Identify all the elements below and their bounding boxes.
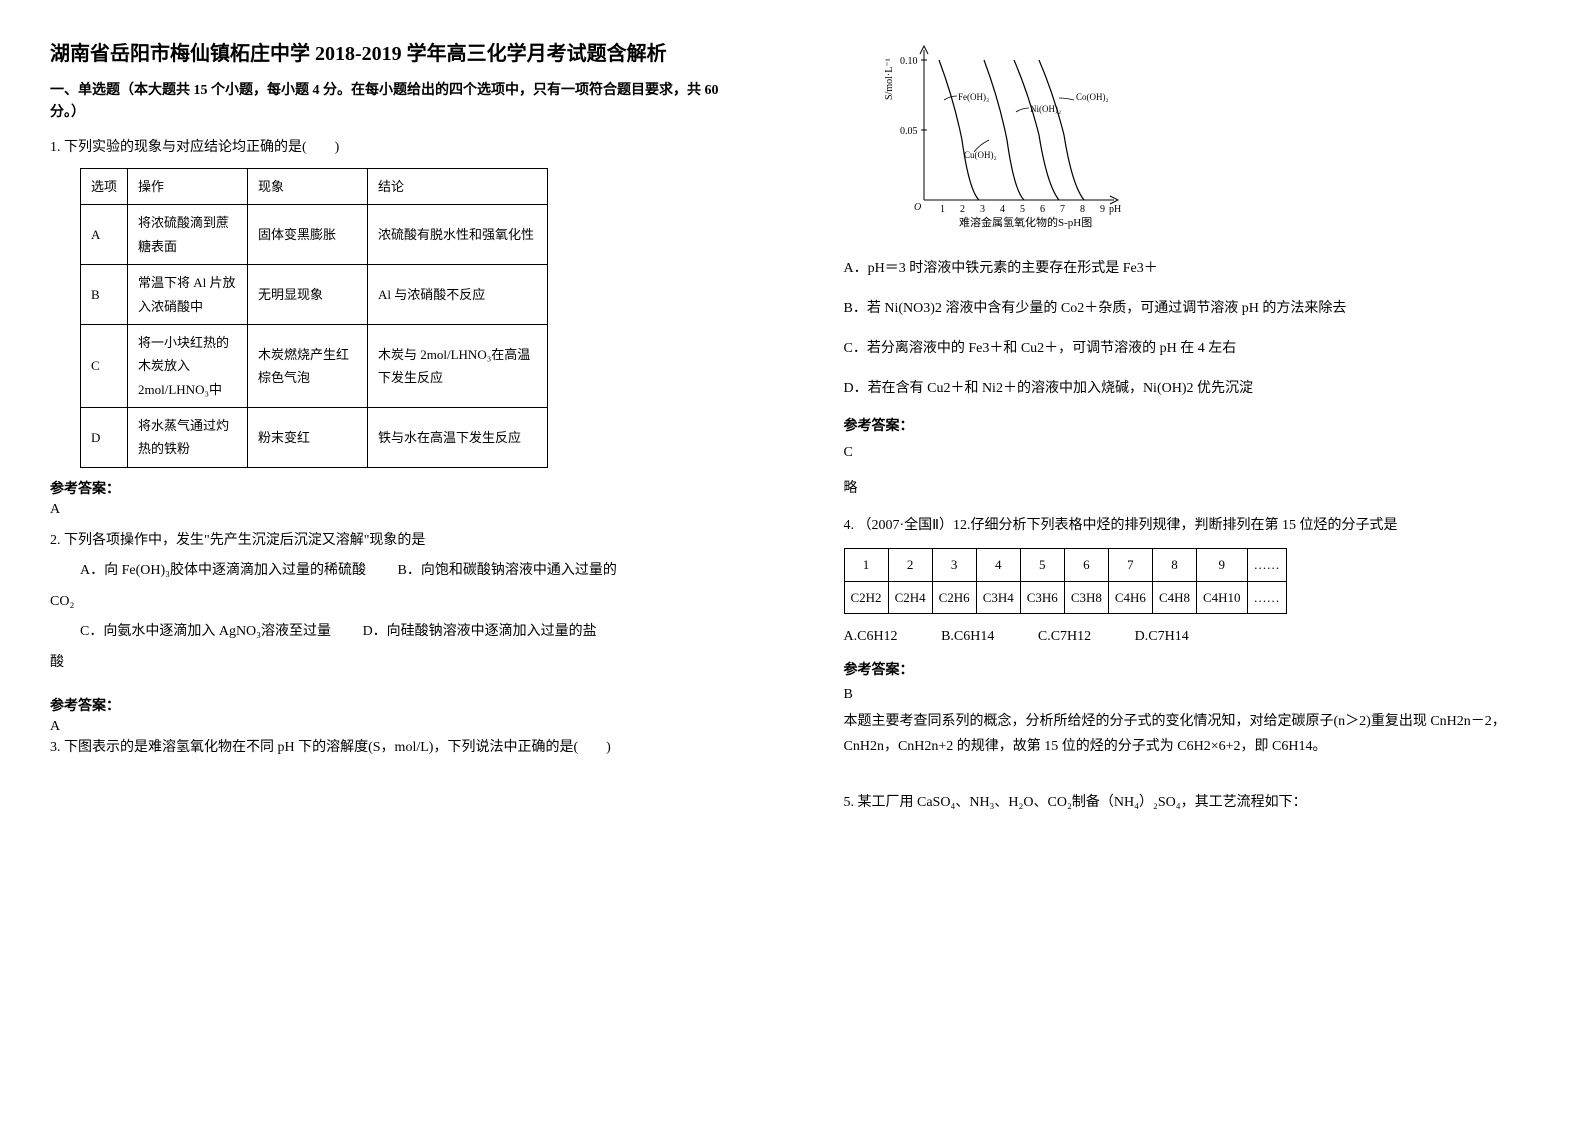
x-axis-label: pH: [1109, 204, 1121, 215]
q2-options-cd: C．向氨水中逐滴加入 AgNO₃溶液至过量 D．向硅酸钠溶液中逐滴加入过量的盐: [50, 618, 744, 646]
table-row: B 常温下将 Al 片放入浓硝酸中 无明显现象 Al 与浓硝酸不反应: [81, 265, 548, 325]
table-row: C2H2 C2H4 C2H6 C3H4 C3H6 C3H8 C4H6 C4H8 …: [844, 581, 1286, 613]
th-option: 选项: [81, 168, 128, 204]
question-1: 1. 下列实验的现象与对应结论均正确的是( ) 选项 操作 现象 结论 A 将浓…: [50, 135, 744, 468]
svg-text:8: 8: [1080, 204, 1085, 215]
table-row: D 将水蒸气通过灼热的铁粉 粉末变红 铁与水在高温下发生反应: [81, 408, 548, 468]
svg-text:Fe(OH)₃: Fe(OH)₃: [958, 92, 989, 102]
svg-text:3: 3: [980, 204, 985, 215]
q3-answer: C: [844, 445, 1538, 461]
th-conclusion: 结论: [368, 168, 548, 204]
section-a-header: 一、单选题（本大题共 15 个小题，每小题 4 分。在每小题给出的四个选项中，只…: [50, 80, 744, 125]
q4-opt-d: D.C7H14: [1135, 624, 1189, 649]
q3-note: 略: [844, 477, 1538, 497]
question-5: 5. 某工厂用 CaSO₄、NH₃、H₂O、CO₂制备（NH₄）₂SO₄，其工艺…: [844, 790, 1538, 815]
q2-opt-b2: CO₂: [50, 589, 744, 614]
q4-answer-label: 参考答案：: [844, 659, 1538, 679]
svg-text:9: 9: [1100, 204, 1105, 215]
chart-caption: 难溶金属氢氧化物的S-pH图: [959, 215, 1092, 229]
svg-text:5: 5: [1020, 204, 1025, 215]
q4-opt-b: B.C6H14: [941, 624, 994, 649]
q2-opt-d2: 酸: [50, 650, 744, 675]
q1-answer: A: [50, 502, 744, 518]
q4-stem: 4. （2007·全国Ⅱ）12.仔细分析下列表格中烃的排列规律，判断排列在第 1…: [844, 513, 1538, 538]
q4-answer: B: [844, 687, 1538, 703]
q4-options: A.C6H12 B.C6H14 C.C7H12 D.C7H14: [844, 624, 1538, 649]
question-3-stem: 3. 下图表示的是难溶氢氧化物在不同 pH 下的溶解度(S，mol/L)，下列说…: [50, 735, 744, 760]
ytick-mid: 0.05: [900, 126, 918, 137]
table-header-row: 选项 操作 现象 结论: [81, 168, 548, 204]
question-2: 2. 下列各项操作中，发生"先产生沉淀后沉淀又溶解"现象的是 A．向 Fe(OH…: [50, 528, 744, 676]
q3-opt-b: B．若 Ni(NO3)2 溶液中含有少量的 Co2＋杂质，可通过调节溶液 pH …: [844, 295, 1538, 323]
q4-opt-a: A.C6H12: [844, 624, 898, 649]
q2-opt-a: A．向 Fe(OH)₃胶体中逐滴滴加入过量的稀硫酸: [80, 563, 366, 578]
q1-stem: 1. 下列实验的现象与对应结论均正确的是( ): [50, 135, 744, 160]
svg-text:Ni(OH)₂: Ni(OH)₂: [1030, 104, 1061, 114]
q2-opt-b: B．向饱和碳酸钠溶液中通入过量的: [398, 563, 617, 578]
solubility-chart: 0.10 0.05 S/mol·L⁻¹ O 1 2 3 4 5 6 7 8 9 …: [884, 40, 1538, 240]
svg-text:7: 7: [1060, 204, 1065, 215]
q3-answer-label: 参考答案：: [844, 415, 1538, 435]
q2-opt-c: C．向氨水中逐滴加入 AgNO₃溶液至过量: [80, 624, 331, 639]
q4-opt-c: C.C7H12: [1038, 624, 1091, 649]
svg-text:6: 6: [1040, 204, 1045, 215]
q3-opt-d: D．若在含有 Cu2＋和 Ni2＋的溶液中加入烧碱，Ni(OH)2 优先沉淀: [844, 375, 1538, 403]
svg-text:2: 2: [960, 204, 965, 215]
svg-text:1: 1: [940, 204, 945, 215]
q3-opt-c: C．若分离溶液中的 Fe3＋和 Cu2＋，可调节溶液的 pH 在 4 左右: [844, 335, 1538, 363]
chart-svg: 0.10 0.05 S/mol·L⁻¹ O 1 2 3 4 5 6 7 8 9 …: [884, 40, 1134, 240]
th-phenomenon: 现象: [248, 168, 368, 204]
table-row: A 将浓硫酸滴到蔗糖表面 固体变黑膨胀 浓硫酸有脱水性和强氧化性: [81, 205, 548, 265]
question-4: 4. （2007·全国Ⅱ）12.仔细分析下列表格中烃的排列规律，判断排列在第 1…: [844, 513, 1538, 649]
table-row: 1 2 3 4 5 6 7 8 9 ……: [844, 549, 1286, 581]
q1-answer-label: 参考答案：: [50, 478, 744, 498]
q4-explanation: 本题主要考查同系列的概念，分析所给烃的分子式的变化情况知，对给定碳原子(n＞2)…: [844, 709, 1538, 759]
q4-table: 1 2 3 4 5 6 7 8 9 …… C2H2 C2H4 C2H6 C3H4…: [844, 548, 1287, 614]
left-column: 湖南省岳阳市梅仙镇柘庄中学 2018-2019 学年高三化学月考试题含解析 一、…: [0, 0, 794, 1122]
q2-answer-label: 参考答案：: [50, 695, 744, 715]
q3-opt-a: A．pH＝3 时溶液中铁元素的主要存在形式是 Fe3＋: [844, 255, 1538, 283]
svg-text:4: 4: [1000, 204, 1005, 215]
q2-options-ab: A．向 Fe(OH)₃胶体中逐滴滴加入过量的稀硫酸 B．向饱和碳酸钠溶液中通入过…: [50, 557, 744, 585]
q2-opt-d: D．向硅酸钠溶液中逐滴加入过量的盐: [363, 624, 597, 639]
svg-text:Cu(OH)₂: Cu(OH)₂: [964, 150, 997, 160]
right-column: 0.10 0.05 S/mol·L⁻¹ O 1 2 3 4 5 6 7 8 9 …: [794, 0, 1587, 1122]
y-axis-label: S/mol·L⁻¹: [884, 58, 895, 100]
q1-table: 选项 操作 现象 结论 A 将浓硫酸滴到蔗糖表面 固体变黑膨胀 浓硫酸有脱水性和…: [80, 168, 548, 468]
origin-label: O: [914, 202, 921, 213]
th-operation: 操作: [128, 168, 248, 204]
document-title: 湖南省岳阳市梅仙镇柘庄中学 2018-2019 学年高三化学月考试题含解析: [50, 40, 744, 68]
table-row: C 将一小块红热的木炭放入 2mol/LHNO₃中 木炭燃烧产生红棕色气泡 木炭…: [81, 324, 548, 407]
ytick-top: 0.10: [900, 56, 918, 67]
q2-answer: A: [50, 719, 744, 735]
svg-text:Co(OH)₂: Co(OH)₂: [1076, 92, 1109, 102]
q2-stem: 2. 下列各项操作中，发生"先产生沉淀后沉淀又溶解"现象的是: [50, 528, 744, 553]
